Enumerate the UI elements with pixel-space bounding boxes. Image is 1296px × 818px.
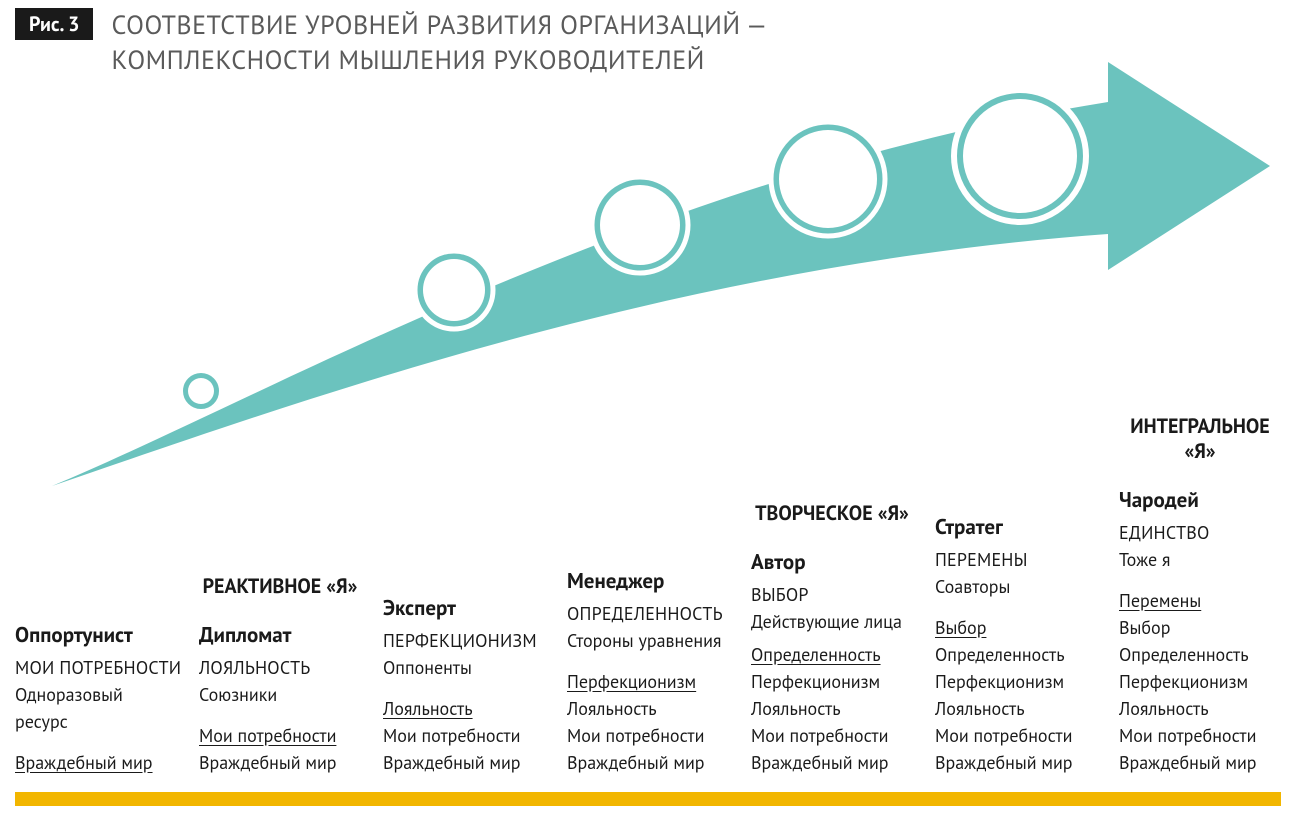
arrow-circle-inner	[423, 259, 485, 321]
stage-line: Оппоненты	[383, 654, 545, 681]
stage-line: Соавторы	[935, 573, 1097, 600]
stage-line: Мои потребности	[751, 722, 913, 749]
arrow-circle-inner	[600, 185, 680, 265]
stage-line: Тоже я	[1119, 546, 1281, 573]
arrow-circle-inner	[963, 99, 1077, 213]
stage-line: Враждебный мир	[199, 749, 361, 776]
stage-caps: ПЕРЕМЕНЫ	[935, 546, 1097, 573]
group-title-creative: ТВОРЧЕСКОЕ «Я»	[751, 501, 913, 526]
role-title: Оппортунист	[15, 621, 177, 648]
figure-title: СООТВЕТСТВИЕ УРОВНЕЙ РАЗВИТИЯ ОРГАНИЗАЦИ…	[111, 8, 767, 78]
stage-line: Определенность	[1119, 641, 1281, 668]
arrow-circle	[954, 90, 1086, 222]
stage-line: Перфекционизм	[935, 668, 1097, 695]
stage-col-author: ТВОРЧЕСКОЕ «Я» Автор ВЫБОР Действующие л…	[751, 501, 913, 776]
stage-line: Враждебный мир	[935, 749, 1097, 776]
stage-line: Определенность	[935, 641, 1097, 668]
stage-line: Лояльность	[1119, 695, 1281, 722]
stage-new-layer: Мои потребности	[199, 722, 361, 749]
stage-line: Перфекционизм	[1119, 668, 1281, 695]
stage-line: Лояльность	[935, 695, 1097, 722]
stage-line: Враждебный мир	[1119, 749, 1281, 776]
role-title: Эксперт	[383, 594, 545, 621]
figure-title-line2: КОМПЛЕКСНОСТИ МЫШЛЕНИЯ РУКОВОДИТЕЛЕЙ	[111, 44, 704, 77]
stage-new-layer: Выбор	[935, 614, 1097, 641]
stage-caps: ЕДИНСТВО	[1119, 519, 1281, 546]
stage-line: Союзники	[199, 681, 361, 708]
stage-new-layer: Перфекционизм	[567, 668, 729, 695]
arrow-circle	[771, 122, 885, 236]
stage-caps: МОИ ПОТРЕБНОСТИ	[15, 654, 177, 681]
stage-caps: ЛОЯЛЬНОСТЬ	[199, 654, 361, 681]
stage-caps: ПЕРФЕКЦИОНИЗМ	[383, 627, 545, 654]
figure-title-line1: СООТВЕТСТВИЕ УРОВНЕЙ РАЗВИТИЯ ОРГАНИЗАЦИ…	[111, 9, 767, 42]
stage-columns: Оппортунист МОИ ПОТРЕБНОСТИ Одноразовый …	[15, 414, 1281, 776]
stage-line: Лояльность	[567, 695, 729, 722]
stage-line: Выбор	[1119, 614, 1281, 641]
stage-line: Одноразовый ресурс	[15, 681, 177, 735]
stage-line: Мои потребности	[935, 722, 1097, 749]
role-title: Менеджер	[567, 567, 729, 594]
group-title-integral: ИНТЕГРАЛЬНОЕ «Я»	[1119, 414, 1281, 464]
figure-header: Рис. 3 СООТВЕТСТВИЕ УРОВНЕЙ РАЗВИТИЯ ОРГ…	[15, 8, 768, 78]
stage-line: Перфекционизм	[751, 668, 913, 695]
group-title-reactive: РЕАКТИВНОЕ «Я»	[199, 574, 361, 599]
role-title: Дипломат	[199, 621, 361, 648]
stage-new-layer: Лояльность	[383, 695, 545, 722]
stage-col-alchemist: ИНТЕГРАЛЬНОЕ «Я» Чародей ЕДИНСТВО Тоже я…	[1119, 414, 1281, 776]
arrow-circle-inner	[188, 378, 214, 404]
stage-col-diplomat: РЕАКТИВНОЕ «Я» Дипломат ЛОЯЛЬНОСТЬ Союзн…	[199, 574, 361, 776]
stage-new-layer: Перемены	[1119, 587, 1281, 614]
role-title: Автор	[751, 548, 913, 575]
bottom-accent-bar	[15, 792, 1281, 806]
arrow-circle	[415, 251, 493, 329]
stage-col-expert: Эксперт ПЕРФЕКЦИОНИЗМ Оппоненты Лояльнос…	[383, 594, 545, 776]
stage-col-manager: Менеджер ОПРЕДЕЛЕННОСТЬ Стороны уравнени…	[567, 567, 729, 776]
role-title: Чародей	[1119, 486, 1281, 513]
stage-line: Враждебный мир	[751, 749, 913, 776]
stage-line: Враждебный мир	[383, 749, 545, 776]
stage-line: Действующие лица	[751, 608, 913, 635]
stage-new-layer: Определенность	[751, 641, 913, 668]
stage-col-strategist: Стратег ПЕРЕМЕНЫ Соавторы Выбор Определе…	[935, 513, 1097, 776]
arrow-circle	[592, 177, 688, 273]
role-title: Стратег	[935, 513, 1097, 540]
stage-new-layer: Враждебный мир	[15, 749, 177, 776]
stage-line: Лояльность	[751, 695, 913, 722]
stage-line: Мои потребности	[383, 722, 545, 749]
stage-caps: ОПРЕДЕЛЕННОСТЬ	[567, 600, 729, 627]
stage-line: Мои потребности	[567, 722, 729, 749]
stage-col-opportunist: Оппортунист МОИ ПОТРЕБНОСТИ Одноразовый …	[15, 621, 177, 776]
figure-badge: Рис. 3	[15, 8, 93, 40]
arrow-circle	[181, 371, 221, 411]
stage-line: Враждебный мир	[567, 749, 729, 776]
stage-caps: ВЫБОР	[751, 581, 913, 608]
stage-line: Мои потребности	[1119, 722, 1281, 749]
arrow-circle-inner	[779, 130, 877, 228]
stage-line: Стороны уравнения	[567, 627, 729, 654]
